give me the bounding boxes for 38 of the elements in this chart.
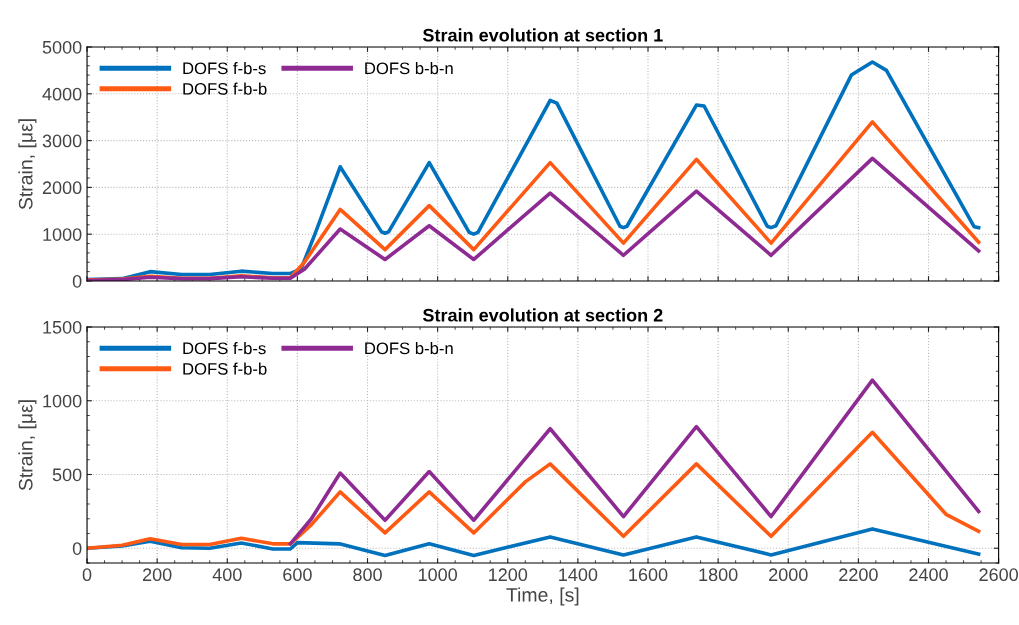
legend-label: DOFS f-b-s bbox=[183, 62, 266, 75]
legend-label: DOFS b-b-n bbox=[365, 342, 453, 355]
legend-label: DOFS b-b-n bbox=[365, 62, 453, 75]
x-tick-label: 400 bbox=[212, 568, 242, 582]
x-tick-label: 200 bbox=[142, 568, 172, 582]
x-tick-label: 1800 bbox=[699, 568, 738, 582]
y-axis-title: Strain, [με] bbox=[18, 400, 37, 491]
y-axis-title: Strain, [με] bbox=[18, 119, 37, 210]
x-tick-label: 1600 bbox=[629, 568, 668, 582]
x-tick-label: 2400 bbox=[909, 568, 948, 582]
x-tick-label: 1000 bbox=[418, 568, 458, 582]
legend-label: DOFS f-b-b bbox=[183, 362, 267, 375]
y-tick-label: 3000 bbox=[42, 134, 82, 148]
x-tick-label: 1200 bbox=[489, 568, 528, 582]
line-series bbox=[87, 430, 981, 551]
legend-label: DOFS f-b-b bbox=[183, 82, 267, 95]
x-tick-label: 600 bbox=[283, 568, 312, 582]
x-tick-label: 800 bbox=[353, 568, 382, 582]
y-tick-label: 2000 bbox=[42, 181, 82, 195]
y-tick-label: 500 bbox=[52, 468, 82, 482]
chart-title: Strain evolution at section 2 bbox=[422, 308, 663, 322]
x-tick-label: 2000 bbox=[769, 568, 808, 582]
y-tick-label: 0 bbox=[72, 274, 82, 288]
y-tick-label: 0 bbox=[72, 542, 82, 555]
x-axis-title: Time, [s] bbox=[506, 587, 579, 606]
x-tick-label: 1400 bbox=[559, 568, 598, 582]
x-tick-label: 0 bbox=[82, 568, 92, 582]
y-tick-label: 1000 bbox=[43, 394, 82, 408]
x-tick-label: 2600 bbox=[979, 568, 1018, 582]
y-tick-label: 1500 bbox=[43, 320, 82, 334]
y-tick-label: 4000 bbox=[42, 87, 82, 101]
y-tick-label: 5000 bbox=[42, 40, 82, 54]
chart-title: Strain evolution at section 1 bbox=[422, 28, 663, 42]
legend-label: DOFS f-b-s bbox=[183, 342, 266, 355]
line-series bbox=[87, 156, 981, 281]
y-tick-label: 1000 bbox=[43, 228, 82, 241]
x-tick-label: 2200 bbox=[839, 568, 878, 582]
line-series bbox=[288, 378, 981, 546]
